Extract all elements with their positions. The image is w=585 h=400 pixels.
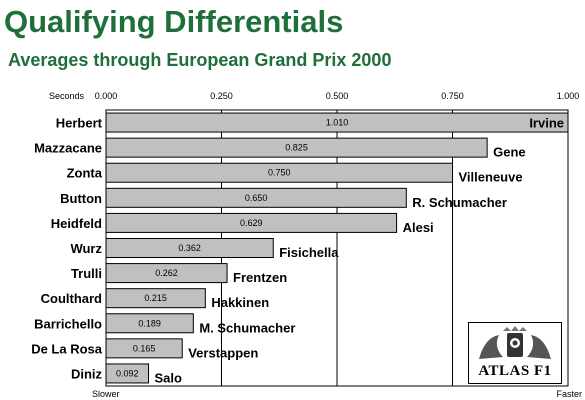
- teammate-label: Salo: [155, 370, 183, 385]
- bar: [105, 112, 569, 133]
- labels: 0.000 0.250 0.500 0.750 1.000 1.010 Herbert Irv…: [31, 91, 579, 385]
- x-tick-label: 0.500: [326, 91, 349, 101]
- driver-label: Zonta: [67, 166, 103, 181]
- axis-slower-label: Slower: [92, 389, 120, 399]
- atlas-f1-logo: ATLAS F1: [468, 322, 562, 384]
- axis-faster-label: Faster: [556, 389, 582, 399]
- bar-value-label: 0.189: [138, 318, 161, 328]
- teammate-label: Frentzen: [233, 270, 287, 285]
- driver-label: De La Rosa: [31, 341, 103, 356]
- driver-label: Herbert: [56, 116, 103, 131]
- x-tick-label: 0.750: [441, 91, 464, 101]
- teammate-label: Fisichella: [279, 245, 339, 260]
- chart-subtitle: Averages through European Grand Prix 200…: [8, 50, 392, 70]
- driver-label: Wurz: [70, 241, 102, 256]
- driver-label: Mazzacane: [34, 141, 102, 156]
- chart-title: Qualifying Differentials: [4, 4, 344, 39]
- bars: [105, 112, 569, 384]
- bar-value-label: 0.215: [144, 293, 167, 303]
- bar-value-label: 0.629: [240, 218, 263, 228]
- bar: [105, 238, 274, 258]
- bar: [105, 338, 183, 359]
- teammate-label: Villeneuve: [459, 170, 523, 185]
- driver-label: Barrichello: [34, 316, 102, 331]
- bar-value-label: 0.262: [155, 268, 178, 278]
- bar-value-label: 0.750: [268, 168, 291, 178]
- teammate-label: Hakkinen: [211, 295, 269, 310]
- axis-title: Seconds: [49, 91, 85, 101]
- bar-value-label: 0.165: [133, 343, 156, 353]
- x-tick-label: 0.000: [95, 91, 118, 101]
- bar: [105, 187, 407, 208]
- logo-text: ATLAS F1: [478, 363, 552, 379]
- driver-label: Diniz: [71, 366, 103, 381]
- bar-value-label: 1.010: [326, 118, 349, 128]
- driver-label: Trulli: [71, 266, 102, 281]
- bar: [105, 263, 228, 284]
- teammate-label: R. Schumacher: [412, 195, 507, 210]
- x-tick-label: 0.250: [210, 91, 233, 101]
- x-tick-label: 1.000: [557, 91, 580, 101]
- bar-value-label: 0.650: [245, 193, 268, 203]
- teammate-label: M. Schumacher: [199, 320, 295, 335]
- bar: [105, 363, 150, 384]
- bar-value-label: 0.362: [178, 243, 201, 253]
- bar: [105, 313, 194, 334]
- bar-value-label: 0.092: [116, 368, 139, 378]
- bar-value-label: 0.825: [285, 143, 308, 153]
- teammate-label: Irvine: [529, 116, 564, 131]
- bar: [105, 162, 453, 183]
- teammate-label: Alesi: [403, 220, 434, 235]
- bar: [105, 288, 206, 309]
- driver-label: Heidfeld: [51, 216, 102, 231]
- teammate-label: Gene: [493, 145, 526, 160]
- bar: [105, 212, 398, 233]
- driver-label: Coulthard: [41, 291, 102, 306]
- bar: [105, 137, 488, 158]
- crest-icon: [479, 326, 551, 359]
- driver-label: Button: [60, 191, 102, 206]
- teammate-label: Verstappen: [188, 345, 258, 360]
